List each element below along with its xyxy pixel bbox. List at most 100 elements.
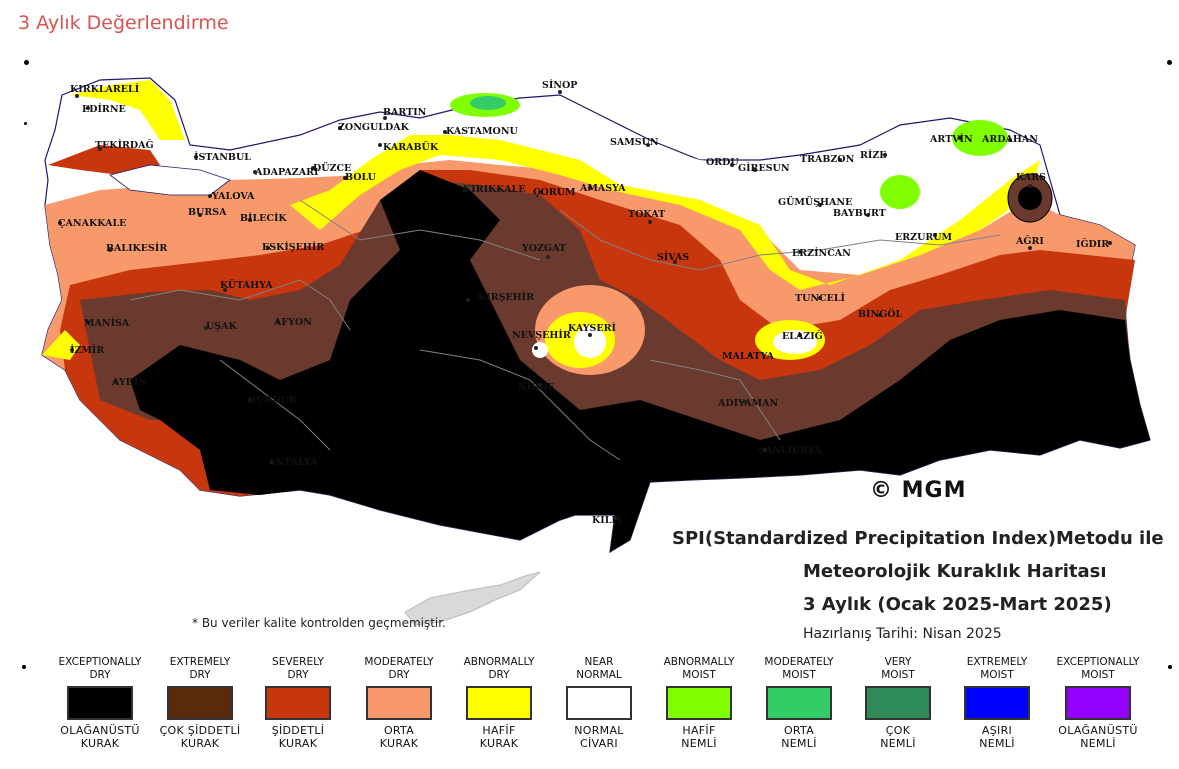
map-title-line3: 3 Aylık (Ocak 2025-Mart 2025) [803, 594, 1112, 615]
city-erzurum: ERZURUM [895, 232, 953, 243]
province-borders [129, 199, 1001, 461]
near-normal-north [420, 100, 1040, 255]
city-bursa: BURSA [188, 207, 227, 218]
city-burdur: BURDUR [248, 395, 297, 406]
city-tunceli: TUNCELİ [795, 291, 846, 304]
city-elazig: ELAZIĞ [782, 330, 823, 342]
corner-marker [1167, 60, 1172, 65]
quality-note: * Bu veriler kalite kontrolden geçmemişt… [192, 616, 446, 630]
legend-dot-left [22, 665, 26, 669]
city-amasya: AMASYA [579, 183, 626, 194]
city-kutahya: KÜTAHYA [220, 278, 273, 291]
legend-swatch [1065, 686, 1131, 720]
city-kastamonu: KASTAMONU [446, 126, 518, 137]
legend-item-moderately-dry: MODERATELY DRY ORTA KURAK [364, 656, 434, 750]
legend-swatch [964, 686, 1030, 720]
preparation-date: Hazırlanış Tarihi: Nisan 2025 [803, 626, 1002, 642]
legend-item-abnormally-dry: ABNORMALLY DRY HAFİF KURAK [463, 656, 535, 750]
city-kars: KARS [1016, 172, 1046, 183]
legend-item-severely-dry: SEVERELY DRY ŞİDDETLİ KURAK [248, 656, 348, 750]
city-nigde: NİĞDE [518, 380, 555, 393]
exceptionally-dry-zone [130, 170, 1150, 552]
city-gumushane: GÜMÜŞHANE [778, 195, 852, 208]
city-istanbul: İSTANBUL [194, 150, 251, 163]
corner-marker [24, 122, 27, 125]
city-tekirdag: TEKİRDAĞ [95, 138, 154, 151]
legend-swatch [766, 686, 832, 720]
artvin-moist-spot [952, 120, 1008, 156]
city-labels: KIRKLARELİ EDİRNE TEKİRDAĞ İSTANBUL YALO… [58, 78, 1112, 526]
legend-item-exceptionally-dry: EXCEPTIONALLY DRY OLAĞANÜSTÜ KURAK [58, 656, 142, 750]
legend-swatch [865, 686, 931, 720]
northwest-severe [48, 145, 160, 175]
city-aydin: AYDIN [111, 377, 147, 388]
city-corum: ÇORUM [533, 187, 576, 198]
city-karabuk: KARABÜK [383, 140, 439, 153]
city-izmir: İZMİR [70, 343, 104, 356]
legend-item-exceptionally-moist: EXCEPTIONALLY MOIST OLAĞANÜSTÜ NEMLİ [1056, 656, 1140, 750]
city-ardahan: ARDAHAN [981, 134, 1038, 145]
kayseri-spot-white [574, 326, 606, 358]
kars-core [1018, 186, 1042, 210]
cyprus-shape [404, 571, 541, 626]
west-coast-moderate [42, 330, 80, 360]
city-artvin: ARTVİN [929, 132, 973, 145]
city-adapazari: ADAPAZARI [254, 167, 319, 178]
city-sivas: SİVAS [657, 250, 689, 263]
city-nevsehir: NEVŞEHİR [512, 328, 571, 341]
map-title-line2: Meteorolojik Kuraklık Haritası [803, 561, 1107, 582]
city-manisa: MANİSA [84, 316, 130, 329]
sinop-moist-core [470, 96, 506, 110]
city-malatya: MALATYA [722, 351, 775, 362]
city-usak: UŞAK [206, 321, 238, 332]
city-rize: RİZE [860, 148, 887, 161]
city-agri: AĞRI [1015, 235, 1044, 247]
city-adiyaman: ADIYAMAN [717, 398, 778, 409]
city-bingol: BİNGÖL [858, 307, 903, 320]
city-igdir: IĞDIR [1076, 238, 1109, 250]
city-canakkale: ÇANAKKALE [58, 218, 126, 229]
legend-item-near-normal: NEAR NORMAL NORMAL CİVARI [549, 656, 649, 750]
legend-swatch [67, 686, 133, 720]
city-yalova: YALOVA [211, 191, 255, 202]
city-kilis: KİLİS [592, 513, 623, 526]
city-edirne: EDİRNE [82, 102, 126, 115]
marmara-sea [109, 164, 231, 196]
elazig-spot-white [773, 330, 817, 354]
legend-item-moderately-moist: MODERATELY MOIST ORTA NEMLİ [764, 656, 834, 750]
city-trabzon: TRABZON [800, 154, 855, 165]
city-ordu: ORDU [706, 157, 739, 168]
nevsehir-spot-white [532, 342, 548, 358]
city-sinop: SİNOP [542, 78, 577, 91]
city-samsun: SAMSUN [610, 137, 659, 148]
city-kayseri: KAYSERİ [568, 321, 617, 334]
city-bartin: BARTIN [383, 107, 427, 118]
map-title-line1: SPI(Standardized Precipitation Index)Met… [672, 528, 1164, 549]
city-bayburt: BAYBURT [833, 208, 886, 219]
legend-item-extremely-moist: EXTREMELY MOIST AŞIRI NEMLİ [947, 656, 1047, 750]
city-tokat: TOKAT [628, 209, 665, 220]
copyright-label: © MGM [870, 478, 967, 503]
city-yozgat: YOZGAT [521, 243, 566, 254]
city-giresun: GİRESUN [738, 161, 790, 174]
city-balikesir: BALIKESİR [106, 241, 167, 254]
city-erzincan: ERZİNCAN [792, 246, 851, 259]
legend-swatch [666, 686, 732, 720]
city-sanliurfa: ŞANLIURFA [758, 445, 822, 456]
legend-swatch [265, 686, 331, 720]
city-bilecik: BİLECİK [240, 211, 287, 224]
legend-item-very-moist: VERY MOIST ÇOK NEMLİ [848, 656, 948, 750]
legend-item-extremely-dry: EXTREMELY DRY ÇOK ŞİDDETLİ KURAK [159, 656, 241, 750]
city-antalya: ANTALYA [267, 457, 318, 468]
legend-swatch [566, 686, 632, 720]
corner-marker [24, 60, 29, 65]
legend-swatch [366, 686, 432, 720]
legend-dot-right [1168, 665, 1172, 669]
page-title: 3 Aylık Değerlendirme [18, 12, 229, 34]
city-duzce: DÜZCE [313, 161, 351, 174]
city-kirsehir: KIRŞEHİR [478, 290, 534, 303]
legend-item-abnormally-moist: ABNORMALLY MOIST HAFİF NEMLİ [663, 656, 735, 750]
city-kirklareli: KIRKLARELİ [70, 82, 140, 95]
city-zonguldak: ZONGULDAK [338, 122, 410, 133]
